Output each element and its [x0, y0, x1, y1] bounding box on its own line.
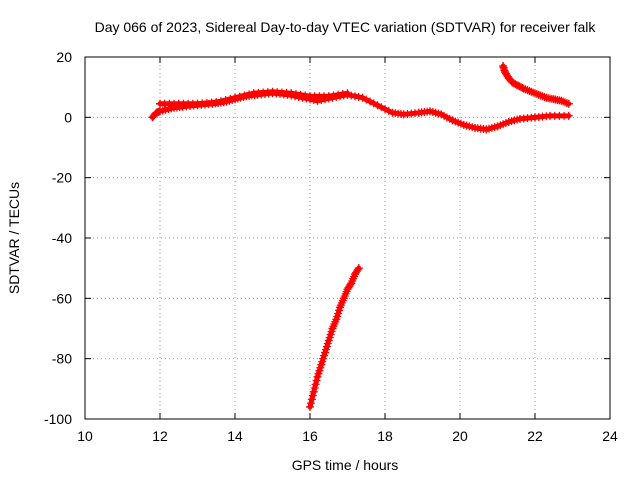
- data-point: [354, 264, 363, 273]
- data-point: [309, 387, 318, 396]
- data-point-interp: [521, 85, 530, 94]
- data-point: [564, 111, 573, 120]
- data-point-interp: [306, 399, 315, 408]
- data-point-interp: [226, 94, 235, 103]
- y-tick-label: -20: [52, 170, 72, 186]
- data-point-interp: [523, 86, 532, 95]
- data-point-interp: [235, 92, 244, 101]
- data-point: [534, 90, 543, 99]
- data-point-interp: [245, 90, 254, 99]
- y-axis-label: SDTVAR / TECUs: [6, 182, 22, 294]
- y-tick-label: -80: [52, 351, 72, 367]
- data-point: [564, 99, 573, 108]
- data-point-interp: [334, 90, 343, 99]
- y-tick-label: -100: [44, 411, 72, 427]
- x-tick-label: 16: [302, 428, 318, 444]
- x-tick-label: 20: [452, 428, 468, 444]
- y-tick-label: 20: [56, 49, 72, 65]
- x-tick-label: 24: [602, 428, 618, 444]
- data-point: [358, 93, 367, 102]
- data-point-interp: [301, 91, 310, 100]
- data-point-interp: [216, 97, 225, 106]
- y-tick-label: -40: [52, 230, 72, 246]
- data-point: [373, 101, 382, 110]
- tick-layer: 10 12 14 16 18 20 22 24 -100 -80 -60 -40 -20 0 20: [44, 49, 618, 444]
- data-point-interp: [308, 391, 317, 400]
- data-point-interp: [311, 380, 320, 389]
- data-point-interp: [353, 265, 362, 274]
- data-point-interp: [296, 90, 305, 99]
- data-point-interp: [384, 106, 393, 115]
- data-point-interp: [366, 97, 374, 106]
- data-point: [306, 402, 314, 411]
- data-point: [527, 87, 536, 96]
- data-point-interp: [351, 92, 359, 101]
- data-point-interp: [312, 376, 321, 385]
- data-point-interp: [559, 97, 568, 106]
- data-point-interp: [346, 280, 355, 289]
- data-point: [287, 89, 296, 98]
- data-point-interp: [329, 91, 338, 100]
- data-point-interp: [529, 88, 538, 97]
- data-point-interp: [362, 95, 371, 104]
- data-point: [212, 98, 221, 107]
- x-tick-label: 14: [227, 428, 243, 444]
- data-point: [324, 92, 333, 101]
- data-point-interp: [525, 86, 534, 95]
- data-point: [343, 89, 352, 98]
- data-point-interp: [538, 92, 547, 101]
- data-point-interp: [240, 91, 249, 100]
- data-point-interp: [310, 384, 319, 393]
- x-tick-label: 22: [527, 428, 543, 444]
- data-point-interp: [531, 89, 539, 98]
- data-point: [557, 96, 566, 105]
- data-point-interp: [354, 92, 363, 101]
- x-tick-label: 18: [377, 428, 393, 444]
- data-point-interp: [381, 105, 389, 114]
- series-upper-band: [156, 87, 352, 108]
- data-point: [231, 93, 239, 102]
- data-point-interp: [377, 103, 386, 112]
- data-point: [519, 84, 528, 93]
- data-point-interp: [536, 91, 545, 100]
- data-layer: [148, 62, 573, 411]
- data-point-interp: [540, 92, 549, 101]
- data-point-interp: [518, 83, 527, 92]
- data-point-interp: [307, 395, 316, 404]
- x-axis-label: GPS time / hours: [292, 457, 399, 473]
- data-point-interp: [369, 99, 378, 108]
- data-point-interp: [532, 89, 541, 98]
- x-tick-label: 12: [152, 428, 168, 444]
- y-tick-label: -60: [52, 290, 72, 306]
- data-point-interp: [562, 99, 571, 108]
- x-tick-label: 10: [77, 428, 93, 444]
- data-point-interp: [221, 95, 230, 104]
- chart-title: Day 066 of 2023, Sidereal Day-to-day VTE…: [95, 19, 597, 35]
- series-descending-arc: [499, 62, 573, 108]
- y-tick-label: 0: [64, 109, 72, 125]
- data-point-interp: [291, 89, 300, 98]
- data-point-interp: [338, 89, 347, 98]
- data-point-interp: [561, 98, 569, 107]
- series-steep-arc: [306, 264, 363, 411]
